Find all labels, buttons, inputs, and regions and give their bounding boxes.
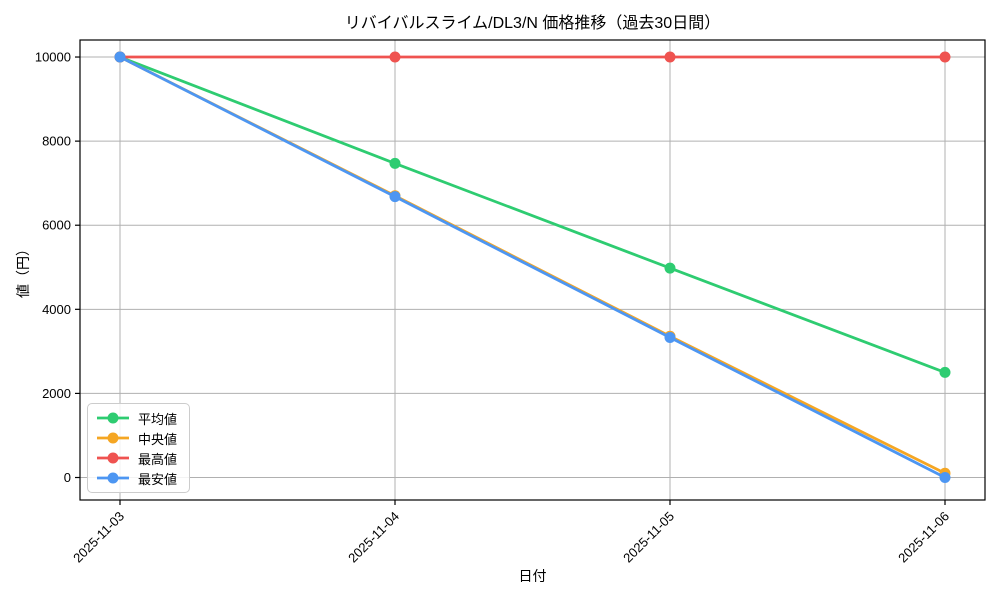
- series-point-平均値: [389, 157, 401, 169]
- legend-marker-icon: [97, 472, 129, 484]
- legend-marker-icon: [97, 412, 129, 424]
- series-line-最安値: [118, 55, 947, 479]
- legend-label: 最高値: [138, 451, 178, 467]
- legend: 平均値中央値最高値最安値: [87, 403, 191, 493]
- y-tick-label: 6000: [42, 218, 71, 233]
- legend-label: 中央値: [138, 431, 178, 447]
- x-tick-label: 2025-11-05: [620, 509, 677, 566]
- legend-item-最安値: 最安値: [96, 471, 178, 487]
- series-point-平均値: [939, 366, 951, 378]
- series-point-最高値: [664, 51, 676, 63]
- axes-frame: [79, 39, 986, 501]
- legend-label: 平均値: [138, 411, 178, 427]
- legend-marker-icon: [97, 452, 129, 464]
- series-point-最高値: [939, 51, 951, 63]
- chart-title: リバイバルスライム/DL3/N 価格推移（過去30日間）: [344, 15, 721, 32]
- series-point-最安値: [389, 191, 401, 203]
- legend-item-平均値: 平均値: [96, 411, 178, 427]
- y-tick-label: 10000: [35, 50, 71, 65]
- series-point-平均値: [664, 262, 676, 274]
- series-point-最安値: [939, 472, 951, 484]
- y-tick-label: 8000: [42, 134, 71, 149]
- legend-item-中央値: 中央値: [96, 431, 178, 447]
- series-point-最安値: [664, 331, 676, 343]
- legend-marker-icon: [97, 432, 129, 444]
- x-axis-label: 日付: [518, 568, 547, 584]
- y-tick-label: 2000: [42, 386, 71, 401]
- series-line-平均値: [118, 55, 947, 374]
- y-tick-label: 0: [64, 470, 71, 485]
- series-point-最安値: [114, 51, 126, 63]
- legend-item-最高値: 最高値: [96, 451, 178, 467]
- x-tick-label: 2025-11-04: [345, 509, 402, 566]
- legend-label: 最安値: [138, 471, 178, 487]
- x-tick-label: 2025-11-06: [895, 509, 952, 566]
- x-tick-label: 2025-11-03: [70, 509, 127, 566]
- series-point-最高値: [389, 51, 401, 63]
- y-tick-label: 4000: [42, 302, 71, 317]
